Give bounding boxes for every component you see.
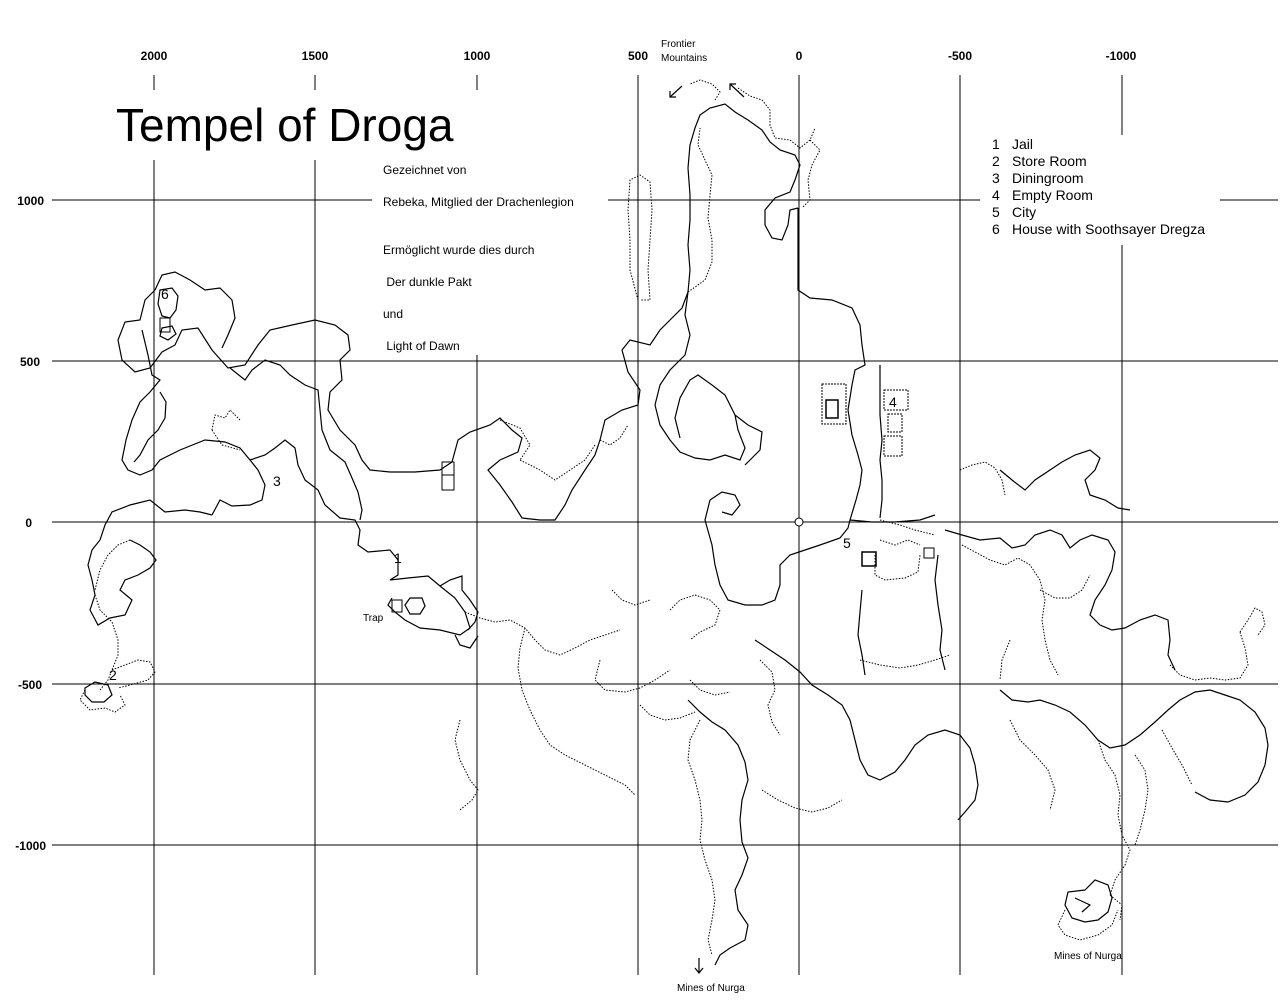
legend-name: Jail: [1012, 136, 1033, 152]
credit-line: Der dunkle Pakt: [383, 275, 472, 289]
cave-walls-solid: [84, 103, 1269, 966]
origin-marker: [794, 517, 804, 527]
frontier-mountains-label-2: Mountains: [661, 53, 707, 64]
frontier-mountains-label-1: Frontier: [661, 39, 696, 50]
room-marker-diningroom: 3: [273, 473, 281, 489]
legend-number: 2: [992, 153, 1000, 169]
credit-line: Ermöglicht wurde dies durch: [383, 243, 534, 257]
legend-number: 6: [992, 221, 1000, 237]
x-tick-label: -1000: [1106, 49, 1137, 63]
legend-name: Store Room: [1012, 153, 1087, 169]
room-legend: 1 Jail 2 Store Room 3 Diningroom 4 Empty…: [992, 136, 1205, 237]
x-axis-labels: 2000 1500 1000 500 0 -500 -1000: [141, 49, 1137, 63]
room-trap-chamber: [391, 599, 403, 613]
y-tick-label: 500: [20, 355, 40, 369]
x-tick-label: 1500: [302, 49, 329, 63]
y-tick-label: 0: [25, 516, 32, 530]
y-tick-label: -1000: [15, 839, 46, 853]
rooms: [159, 317, 935, 613]
credit-line: Light of Dawn: [383, 339, 460, 353]
legend-number: 1: [992, 136, 1000, 152]
legend-name: House with Soothsayer Dregza: [1012, 221, 1205, 237]
room-marker-city: 5: [843, 535, 851, 551]
room-marker-jail: 1: [394, 550, 402, 566]
x-tick-label: 1000: [464, 49, 491, 63]
credits-block: Gezeichnet von Rebeka, Mitglied der Drac…: [383, 163, 574, 353]
room-city-hall: [861, 551, 877, 567]
room-soothsayer: [159, 317, 171, 333]
room-city-house: [923, 547, 935, 559]
legend-name: City: [1012, 204, 1036, 220]
legend-name: Diningroom: [1012, 170, 1084, 186]
credit-line: Gezeichnet von: [383, 163, 466, 177]
cave-walls-dotted: [79, 79, 1266, 956]
mines-of-nurga-south-label: Mines of Nurga: [677, 983, 745, 994]
x-tick-label: 2000: [141, 49, 168, 63]
y-tick-label: 1000: [17, 194, 44, 208]
room-empty-room-4: [887, 413, 903, 433]
room-marker-store-room: 2: [109, 667, 117, 683]
room-jail-block: [441, 461, 455, 491]
x-tick-label: 0: [796, 49, 803, 63]
room-marker-empty-room: 4: [889, 394, 897, 410]
coordinate-grid: [52, 75, 1278, 975]
legend-number: 5: [992, 204, 1000, 220]
legend-number: 4: [992, 187, 1000, 203]
legend-name: Empty Room: [1012, 187, 1093, 203]
room-empty-room-3: [883, 389, 909, 411]
x-tick-label: 500: [628, 49, 648, 63]
y-axis-labels: 1000 500 0 -500 -1000: [15, 194, 46, 853]
credit-line: und: [383, 307, 403, 321]
legend-number: 3: [992, 170, 1000, 186]
room-empty-room-5: [883, 435, 903, 457]
mines-of-nurga-southeast-label: Mines of Nurga: [1054, 951, 1122, 962]
map-title: Tempel of Droga: [116, 99, 454, 151]
room-marker-soothsayer-house: 6: [161, 286, 169, 302]
y-tick-label: -500: [18, 678, 42, 692]
x-tick-label: -500: [948, 49, 972, 63]
trap-label: Trap: [363, 613, 384, 624]
room-empty-room-1: [821, 383, 847, 425]
frontier-arrow-icon: [669, 83, 745, 98]
room-empty-room-2: [825, 399, 839, 419]
south-arrow-icon: [694, 958, 704, 974]
credit-line: Rebeka, Mitglied der Drachenlegion: [383, 195, 574, 209]
